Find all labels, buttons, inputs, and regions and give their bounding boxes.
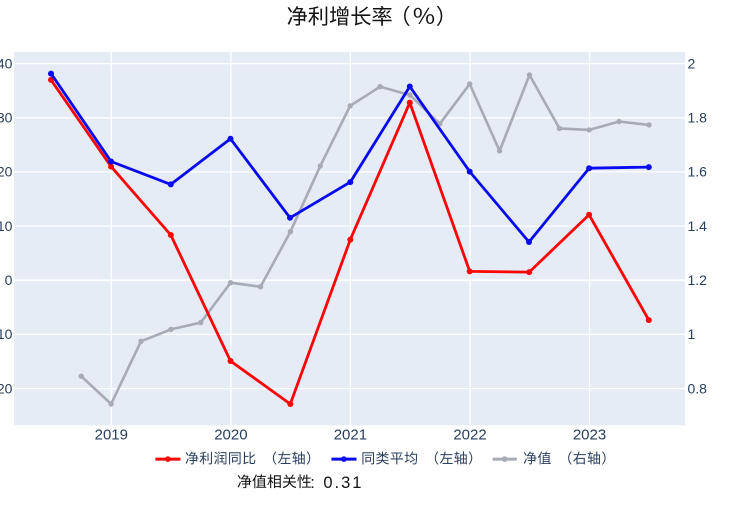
svg-text:1.4: 1.4 bbox=[688, 218, 708, 234]
svg-text:2019: 2019 bbox=[95, 427, 128, 444]
svg-text:40: 40 bbox=[0, 55, 13, 71]
svg-text:2: 2 bbox=[688, 55, 696, 71]
svg-text:20: 20 bbox=[0, 164, 13, 180]
svg-text:2022: 2022 bbox=[453, 427, 486, 444]
svg-text:2020: 2020 bbox=[214, 427, 247, 444]
svg-text:10: 10 bbox=[0, 218, 13, 234]
svg-text:1.8: 1.8 bbox=[688, 110, 708, 126]
svg-text:1: 1 bbox=[688, 326, 696, 342]
svg-text:−20: −20 bbox=[0, 380, 13, 396]
svg-text:0: 0 bbox=[5, 272, 13, 288]
svg-text:2023: 2023 bbox=[573, 427, 606, 444]
svg-text:1.6: 1.6 bbox=[688, 164, 708, 180]
svg-text:: 0.31: : 0.31 bbox=[310, 474, 363, 492]
svg-text:2021: 2021 bbox=[334, 427, 367, 444]
svg-text:1.2: 1.2 bbox=[688, 272, 708, 288]
svg-text:30: 30 bbox=[0, 110, 13, 126]
svg-text:0.8: 0.8 bbox=[688, 380, 708, 396]
svg-text:−10: −10 bbox=[0, 326, 13, 342]
